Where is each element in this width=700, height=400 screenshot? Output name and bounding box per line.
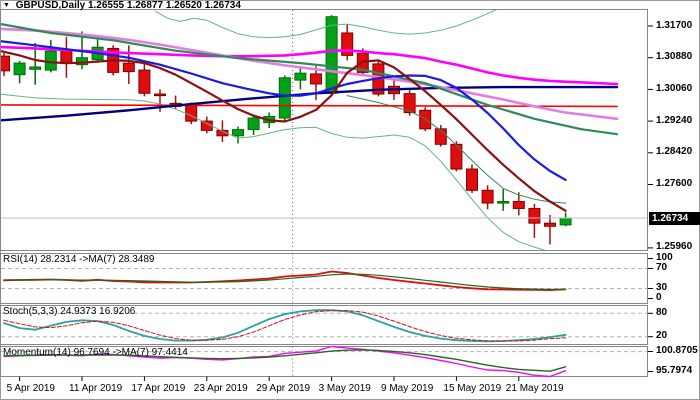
candle-body <box>544 222 556 227</box>
date-axis-label: 29 Apr 2019 <box>256 383 311 394</box>
candle-body <box>13 62 26 76</box>
stoch-axis-label: 20 <box>656 330 668 342</box>
momentum-indicator-label: Momentum(14) 96.7694 ->MA(7) 97.4414 <box>3 347 188 358</box>
stoch-indicator-label: Stoch(5,3,3) 24.9373 16.9206 <box>3 306 136 317</box>
price-axis-label: 1.30060 <box>656 82 693 94</box>
momentum-axis-label: 95.7974 <box>656 365 693 376</box>
candle-body <box>403 93 416 114</box>
candle-body <box>29 66 42 70</box>
ma-green-line <box>1 23 619 136</box>
candle-body <box>434 128 447 145</box>
rsi-panel-border <box>0 253 648 304</box>
chart-title: ▼ GBPUSD,Daily 1.26555 1.26877 1.26520 1… <box>3 0 241 11</box>
symbol-dropdown-icon[interactable]: ▼ <box>3 2 10 9</box>
rsi-axis-label: 70 <box>656 262 668 273</box>
candle-body <box>278 77 291 119</box>
rsi-axis-label: 30 <box>656 282 668 293</box>
rsi-indicator-label: RSI(14) 28.2314 ->MA(7) 28.3489 <box>3 254 155 265</box>
rsi-axis-label: 100 <box>656 252 673 263</box>
price-axis-label: 1.29240 <box>656 114 693 126</box>
date-axis-label: 3 May 2019 <box>318 383 371 394</box>
candle-body <box>512 201 525 209</box>
candle-body <box>154 93 166 97</box>
rsi-panel[interactable] <box>1 253 647 304</box>
candle-body <box>60 49 73 64</box>
band-lower-inner-line <box>346 95 567 204</box>
date-axis-label: 11 Apr 2019 <box>69 383 123 394</box>
stoch-k-line <box>3 309 567 343</box>
candle-body <box>122 62 135 73</box>
candle-body <box>310 73 322 85</box>
candle-body <box>294 72 307 81</box>
candle-body <box>497 201 510 204</box>
candle-body <box>481 189 494 204</box>
date-axis-label: 5 Apr 2019 <box>6 383 55 394</box>
rsi-axis-label: 0 <box>656 292 662 303</box>
momentum-panel[interactable] <box>1 345 647 378</box>
price-axis-label: 1.28420 <box>656 146 693 158</box>
stoch-axis-label: 80 <box>656 306 668 318</box>
candle-body <box>216 129 229 137</box>
ma-fast-maroon-line <box>1 49 567 212</box>
candle-body <box>559 217 572 226</box>
price-axis-label: 1.25960 <box>656 241 693 253</box>
candle-body <box>419 109 432 130</box>
main-plot[interactable] <box>0 8 648 256</box>
ma-magenta-line <box>1 45 619 86</box>
candle-body <box>76 57 88 66</box>
date-axis-label: 23 Apr 2019 <box>193 383 248 394</box>
current-price-tag: 1.26734 <box>649 212 700 225</box>
date-axis-label: 17 Apr 2019 <box>131 383 186 394</box>
candle-body <box>341 32 354 56</box>
date-axis-label: 9 May 2019 <box>381 383 434 394</box>
band-lower-line <box>1 93 546 250</box>
candle-body <box>1 55 10 72</box>
stoch-panel[interactable] <box>1 305 647 345</box>
price-axis-label: 1.30880 <box>656 51 693 63</box>
date-axis-label: 15 May 2019 <box>443 383 502 394</box>
date-axis-label: 21 May 2019 <box>505 383 564 394</box>
rsi-ma-line <box>3 273 567 290</box>
candle-body <box>325 16 338 94</box>
price-axis-label: 1.27600 <box>656 178 693 189</box>
candle-body <box>185 104 198 122</box>
band-upper-line <box>154 10 498 39</box>
candle-body <box>232 129 244 137</box>
ma-blue-line <box>1 40 567 181</box>
momentum-line <box>3 345 567 378</box>
ma-pink-line <box>1 27 619 121</box>
candle-body <box>44 50 57 71</box>
candle-body <box>138 69 151 94</box>
support-line-line <box>1 104 618 108</box>
candle-body <box>528 207 541 224</box>
momentum-ma-line <box>3 349 567 372</box>
candle-body <box>247 117 260 131</box>
ohlc-readout: 1.26555 1.26877 1.26520 1.26734 <box>87 0 241 11</box>
candle-body <box>466 168 478 191</box>
candle-body <box>450 143 463 170</box>
symbol-period-label: GBPUSD,Daily <box>15 0 86 11</box>
price-axis-label: 1.31700 <box>656 19 693 31</box>
momentum-axis-label: 100.8705 <box>656 345 698 356</box>
stoch-d-line <box>3 310 567 342</box>
